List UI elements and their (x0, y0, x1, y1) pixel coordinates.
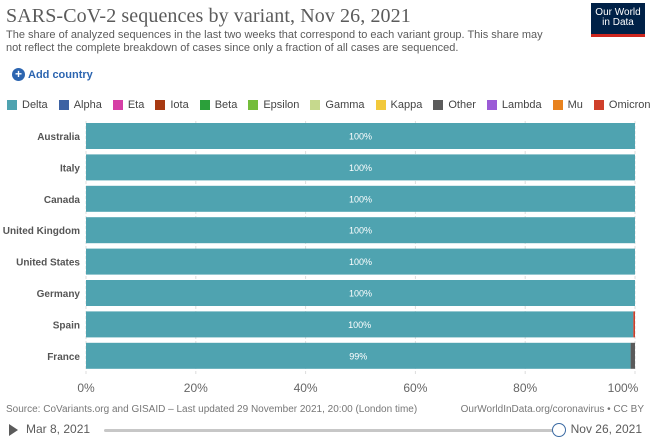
legend-label: Delta (22, 99, 48, 111)
data-label: 100% (349, 132, 372, 142)
chart-subtitle: The share of analyzed sequences in the l… (6, 29, 543, 54)
bar-segment-delta (86, 185, 635, 212)
legend-item-other[interactable]: Other (433, 99, 476, 111)
bar-segment-delta (86, 154, 635, 181)
legend-swatch (593, 100, 604, 110)
legend-label: Gamma (325, 99, 365, 111)
play-icon[interactable] (9, 424, 18, 436)
data-label: 100% (349, 226, 372, 236)
category-label: France (47, 352, 80, 363)
category-label: United Kingdom (3, 226, 80, 237)
legend-item-omicron[interactable]: Omicron (593, 99, 650, 111)
legend-label: Iota (170, 99, 189, 111)
legend-item-kappa[interactable]: Kappa (375, 99, 423, 111)
category-label: Australia (37, 132, 80, 143)
source-url[interactable]: OurWorldInData.org/coronavirus • CC BY (460, 404, 644, 415)
legend-swatch (310, 100, 321, 110)
legend-item-alpha[interactable]: Alpha (58, 99, 102, 111)
legend-swatch (112, 100, 123, 110)
timeline-start-label: Mar 8, 2021 (26, 422, 91, 436)
category-label: Germany (37, 289, 81, 300)
legend-swatch (486, 100, 497, 110)
legend-item-iota[interactable]: Iota (155, 99, 189, 111)
x-tick-label: 100% (608, 381, 639, 395)
owid-logo[interactable]: Our World in Data (591, 3, 645, 37)
bar-segment-delta (86, 280, 635, 306)
legend-label: Eta (127, 99, 145, 111)
legend-swatch (552, 100, 563, 110)
bar-segment-delta (86, 123, 635, 149)
legend-label: Epsilon (263, 99, 300, 111)
legend-swatch (248, 100, 259, 110)
legend-swatch (7, 100, 17, 110)
legend: Delta Alpha Eta Iota Beta Epsilon Gamma Kappa Ot… (7, 99, 650, 111)
category-label: Italy (60, 163, 80, 174)
legend-label: Kappa (390, 99, 423, 111)
timeline-track[interactable] (104, 429, 556, 432)
timeline-end-label: Nov 26, 2021 (570, 422, 642, 436)
legend-swatch (433, 100, 444, 110)
data-label: 100% (349, 289, 372, 299)
legend-item-eta[interactable]: Eta (112, 99, 145, 111)
x-tick-label: 20% (184, 381, 208, 395)
legend-swatch (155, 100, 166, 110)
data-label: 100% (348, 320, 371, 330)
data-label: 99% (349, 351, 367, 361)
timeline-handle[interactable] (552, 423, 566, 437)
legend-item-mu[interactable]: Mu (552, 99, 583, 111)
add-country-button[interactable]: + Add country (12, 68, 93, 81)
x-tick-label: 80% (513, 381, 537, 395)
x-tick-label: 0% (77, 381, 95, 395)
x-tick-label: 60% (403, 381, 427, 395)
bar-segment-delta (86, 248, 635, 275)
legend-label: Other (448, 99, 476, 111)
legend-label: Lambda (501, 99, 542, 111)
bar-segment-other (630, 342, 635, 369)
logo-line-2: in Data (602, 17, 634, 28)
bar-segment-delta (86, 217, 635, 244)
bar-segment-delta (86, 311, 634, 338)
add-country-label: Add country (28, 68, 93, 81)
category-label: Canada (44, 195, 81, 206)
plus-circle-icon: + (12, 68, 25, 81)
logo-line-1: Our World (595, 7, 641, 18)
legend-label: Alpha (73, 99, 102, 111)
timeline: Mar 8, 2021 Nov 26, 2021 (0, 420, 650, 441)
legend-item-lambda[interactable]: Lambda (486, 99, 542, 111)
legend-swatch (199, 100, 210, 110)
category-label: Spain (53, 320, 80, 331)
data-label: 100% (349, 257, 372, 267)
legend-label: Beta (214, 99, 238, 111)
legend-item-beta[interactable]: Beta (199, 99, 238, 111)
data-label: 100% (349, 163, 372, 173)
legend-swatch (58, 100, 69, 110)
bar-segment-delta (86, 342, 631, 369)
legend-item-delta[interactable]: Delta (7, 99, 48, 111)
legend-label: Mu (567, 99, 583, 111)
legend-label: Omicron (608, 99, 650, 111)
x-tick-label: 40% (294, 381, 318, 395)
legend-swatch (375, 100, 386, 110)
bar-segment-omicron (633, 311, 635, 338)
category-label: United States (16, 258, 80, 269)
legend-item-gamma[interactable]: Gamma (310, 99, 365, 111)
chart-title: SARS-CoV-2 sequences by variant, Nov 26,… (6, 5, 411, 27)
source-note: Source: CoVariants.org and GISAID – Last… (6, 404, 418, 415)
legend-item-epsilon[interactable]: Epsilon (248, 99, 299, 111)
data-label: 100% (349, 194, 372, 204)
stacked-bar-chart: 0% 20% 40% 60% 80% 100% Australia 100% Italy 100%… (3, 121, 639, 395)
